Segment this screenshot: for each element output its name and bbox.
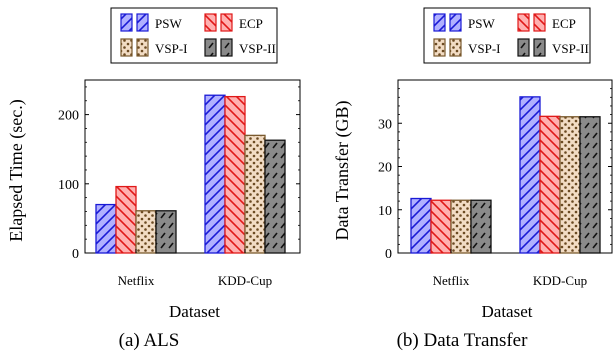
legend-swatch-psw bbox=[136, 13, 149, 32]
legend: PSW ECP VSP-I VSP-II bbox=[423, 7, 591, 64]
y-tick-label: 0 bbox=[72, 247, 79, 262]
y-tick-label: 100 bbox=[58, 178, 79, 193]
bar-ecp-netflix bbox=[430, 199, 452, 254]
bar-psw-kdd-cup bbox=[519, 96, 541, 254]
chart-data-transfer: 0 10 20 30 Data Transfer (GB) Dataset Netflix K… bbox=[332, 7, 613, 321]
bar-vsp-i-netflix bbox=[135, 210, 157, 254]
legend-swatch-vsp-ii bbox=[533, 38, 546, 57]
legend-label-vsp-ii: VSP-II bbox=[239, 41, 276, 56]
legend-swatch-ecp bbox=[204, 13, 217, 32]
legend-swatch-vsp-ii bbox=[204, 38, 217, 57]
legend-swatch-vsp-i bbox=[120, 38, 133, 57]
chart-als: 0 100 200 Elapsed Time (sec.) Dataset Netflix… bbox=[6, 7, 301, 321]
bar-vsp-i-kdd-cup bbox=[559, 116, 581, 254]
legend-swatch-vsp-ii bbox=[220, 38, 233, 57]
legend-label-vsp-ii: VSP-II bbox=[552, 41, 589, 56]
legend-label-vsp-i: VSP-I bbox=[468, 41, 501, 56]
x-axis-label: Dataset bbox=[482, 302, 533, 321]
caption-a: (a) ALS bbox=[119, 330, 180, 351]
bar-vsp-ii-kdd-cup bbox=[264, 139, 286, 254]
legend-label-ecp: ECP bbox=[552, 16, 576, 31]
legend-swatch-ecp bbox=[533, 13, 546, 32]
bar-vsp-i-netflix bbox=[450, 199, 472, 254]
x-axis-label: Dataset bbox=[169, 302, 220, 321]
legend-swatch-ecp bbox=[517, 13, 530, 32]
y-tick-label: 200 bbox=[58, 109, 79, 124]
bar-vsp-ii-netflix bbox=[155, 210, 177, 254]
legend-label-psw: PSW bbox=[155, 16, 182, 31]
x-tick-label: KDD-Cup bbox=[533, 273, 587, 288]
legend-swatch-vsp-i bbox=[136, 38, 149, 57]
bar-vsp-ii-kdd-cup bbox=[579, 116, 601, 254]
x-tick-label: Netflix bbox=[118, 273, 155, 288]
x-tick-label: Netflix bbox=[433, 273, 470, 288]
plot-frame bbox=[84, 79, 301, 254]
bar-ecp-netflix bbox=[115, 185, 137, 254]
legend-label-psw: PSW bbox=[468, 16, 495, 31]
y-axis-label: Data Transfer (GB) bbox=[332, 101, 353, 241]
legend: PSW ECP VSP-I VSP-II bbox=[110, 7, 278, 64]
y-tick-label: 0 bbox=[385, 247, 392, 262]
bar-vsp-ii-netflix bbox=[470, 199, 492, 254]
legend-swatch-psw bbox=[449, 13, 462, 32]
bar-ecp-kdd-cup bbox=[539, 115, 561, 254]
bar-psw-netflix bbox=[95, 203, 117, 254]
legend-swatch-vsp-ii bbox=[517, 38, 530, 57]
legend-swatch-psw bbox=[433, 13, 446, 32]
bar-ecp-kdd-cup bbox=[224, 95, 246, 254]
legend-swatch-vsp-i bbox=[449, 38, 462, 57]
legend-swatch-vsp-i bbox=[433, 38, 446, 57]
y-tick-label: 10 bbox=[378, 204, 392, 219]
legend-label-vsp-i: VSP-I bbox=[155, 41, 188, 56]
legend-swatch-psw bbox=[120, 13, 133, 32]
y-tick-label: 20 bbox=[378, 161, 392, 176]
legend-swatch-ecp bbox=[220, 13, 233, 32]
x-tick-label: KDD-Cup bbox=[218, 273, 272, 288]
legend-label-ecp: ECP bbox=[239, 16, 263, 31]
bar-psw-kdd-cup bbox=[204, 94, 226, 254]
caption-b: (b) Data Transfer bbox=[397, 330, 529, 351]
bar-psw-netflix bbox=[410, 197, 432, 254]
bar-vsp-i-kdd-cup bbox=[244, 134, 266, 254]
y-tick-label: 30 bbox=[378, 117, 392, 132]
y-axis-label: Elapsed Time (sec.) bbox=[6, 99, 27, 241]
